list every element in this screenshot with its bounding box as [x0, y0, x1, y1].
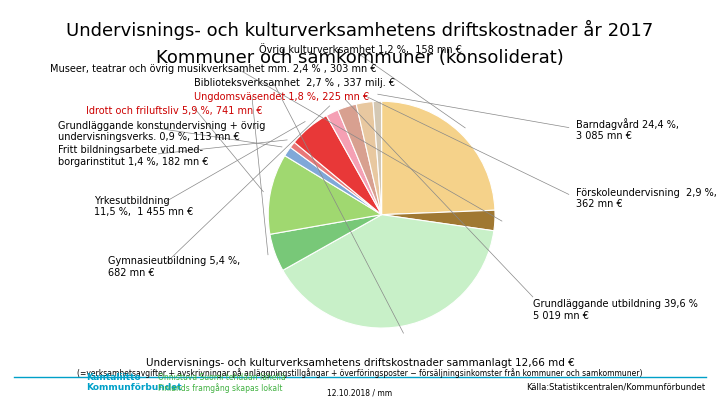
Text: Idrott och friluftsliv 5,9 %, 741 mn €: Idrott och friluftsliv 5,9 %, 741 mn € — [86, 107, 263, 116]
Text: (=verksamhetsavgifter + avskrivningar på anläggningstillgångar + överföringspost: (=verksamhetsavgifter + avskrivningar på… — [77, 369, 643, 378]
Wedge shape — [283, 215, 494, 328]
Wedge shape — [373, 101, 382, 215]
Wedge shape — [294, 115, 382, 215]
Text: Källa:Statistikcentralen/Kommunförbundet: Källa:Statistikcentralen/Kommunförbundet — [526, 382, 706, 391]
Text: Onnistuva Suomi tehdään lähellä
Finlands framgång skapas lokalt: Onnistuva Suomi tehdään lähellä Finlands… — [158, 373, 286, 393]
Text: Kuntaliitto
Kommunförbundet: Kuntaliitto Kommunförbundet — [86, 373, 182, 392]
Text: Grundläggande konstundervisning + övrig
undervisningsverks. 0,9 %, 113 mn €: Grundläggande konstundervisning + övrig … — [58, 121, 265, 143]
Text: Kommuner och samkommuner (konsoliderat): Kommuner och samkommuner (konsoliderat) — [156, 49, 564, 66]
Wedge shape — [285, 147, 382, 215]
Text: Övrig kulturverksamhet 1,2 %,  158 mn €: Övrig kulturverksamhet 1,2 %, 158 mn € — [258, 43, 462, 55]
Wedge shape — [269, 156, 382, 234]
Text: Undervisnings- och kulturverksamhetens driftskostnader år 2017: Undervisnings- och kulturverksamhetens d… — [66, 20, 654, 40]
Text: Museer, teatrar och övrig musikverksamhet mm. 2,4 % , 303 mn €: Museer, teatrar och övrig musikverksamhe… — [50, 64, 377, 74]
Text: Förskoleundervisning  2,9 %,
362 mn €: Förskoleundervisning 2,9 %, 362 mn € — [576, 188, 717, 209]
Wedge shape — [382, 210, 495, 231]
Text: Barndagvård 24,4 %,
3 085 mn €: Barndagvård 24,4 %, 3 085 mn € — [576, 118, 679, 141]
Wedge shape — [356, 102, 382, 215]
Text: Grundläggande utbildning 39,6 %
5 019 mn €: Grundläggande utbildning 39,6 % 5 019 mn… — [533, 299, 698, 321]
Text: Yrkesutbildning
11,5 %,  1 455 mn €: Yrkesutbildning 11,5 %, 1 455 mn € — [94, 196, 193, 217]
Text: Biblioteksverksamhet  2,7 % , 337 milj. €: Biblioteksverksamhet 2,7 % , 337 milj. € — [194, 78, 395, 88]
Text: Undervisnings- och kulturverksamhetens driftskostnader sammanlagt 12,66 md €: Undervisnings- och kulturverksamhetens d… — [145, 358, 575, 369]
Wedge shape — [382, 101, 495, 215]
Wedge shape — [338, 104, 382, 215]
Text: 12.10.2018 / mm: 12.10.2018 / mm — [328, 388, 392, 397]
Wedge shape — [326, 110, 382, 215]
Wedge shape — [270, 215, 382, 270]
Wedge shape — [290, 142, 382, 215]
Text: Fritt bildningsarbete vid med-
borgarinstitut 1,4 %, 182 mn €: Fritt bildningsarbete vid med- borgarins… — [58, 145, 208, 167]
Text: Gymnasieutbildning 5,4 %,
682 mn €: Gymnasieutbildning 5,4 %, 682 mn € — [108, 256, 240, 278]
Text: Ungdomsväsendet 1,8 %, 225 mn €: Ungdomsväsendet 1,8 %, 225 mn € — [194, 92, 369, 102]
